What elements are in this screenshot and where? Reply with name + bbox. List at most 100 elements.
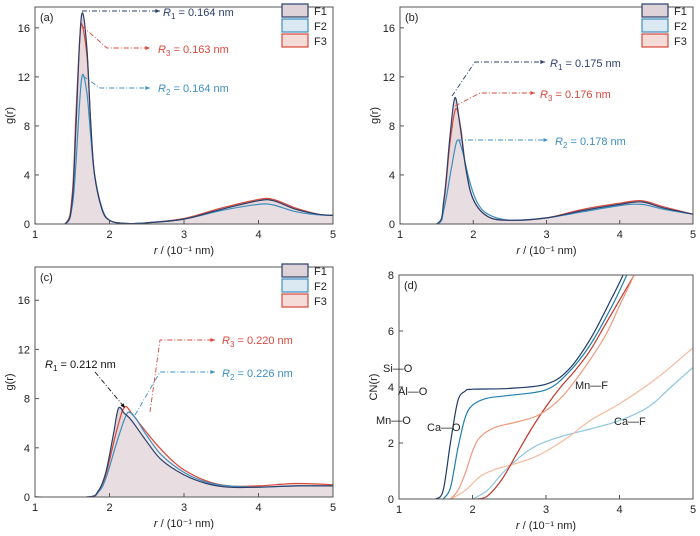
series-fill-F3 — [400, 108, 693, 224]
y-tick-label: 0 — [24, 492, 30, 504]
legend-entry: F2 — [314, 21, 327, 33]
series-label: Ca—O — [427, 422, 461, 434]
arrowhead-icon — [543, 138, 548, 142]
peak-annotation: R2 = 0.178 nm — [458, 136, 626, 150]
x-axis-unit: / (10⁻¹ nm) — [158, 245, 215, 257]
y-tick-label: 8 — [389, 121, 395, 133]
x-tick-label: 2 — [106, 229, 112, 241]
legend-swatch — [281, 278, 309, 293]
y-tick-label: 8 — [24, 394, 30, 406]
annotation-subscript: 3 — [548, 94, 553, 103]
legend-entry: F2 — [314, 281, 327, 293]
legend-swatch — [281, 3, 309, 18]
y-tick-label: 16 — [383, 23, 395, 35]
series-line-F1 — [35, 12, 333, 224]
annotation-value: = 0.164 nm — [175, 7, 233, 19]
annotation-value: = 0.163 nm — [170, 44, 228, 56]
annotation-text: R3 = 0.220 nm — [222, 335, 293, 349]
y-tick-label: 0 — [389, 219, 395, 231]
y-axis-label: g(r) — [4, 107, 16, 124]
x-tick-label: 1 — [32, 502, 38, 514]
series-line-CaF — [472, 366, 693, 499]
annotation-subscript: 1 — [53, 364, 58, 373]
arrowhead-icon — [530, 91, 535, 95]
y-axis-label: g(r) — [369, 107, 381, 124]
panel-d: 1 2 3 4 5 0 2 4 6 8 (d) r / (10⁻¹ nm) CN(r)Si—O Al—O M… — [368, 270, 696, 532]
peak-annotation: R3 = 0.220 nm — [149, 335, 293, 413]
x-tick-label: 3 — [181, 502, 187, 514]
annotation-symbol: R — [158, 83, 166, 95]
panel-label: (c) — [40, 272, 53, 284]
annotation-subscript: 1 — [171, 12, 176, 21]
legend-entry: F3 — [314, 36, 327, 48]
x-tick-label: 2 — [470, 229, 476, 241]
annotation-symbol: R — [222, 368, 230, 380]
y-tick-label: 16 — [18, 23, 30, 35]
x-tick-label: 2 — [469, 504, 475, 516]
series-fill-F1 — [35, 407, 333, 497]
y-tick-label: 4 — [24, 443, 30, 455]
y-tick-label: 8 — [388, 270, 394, 282]
x-tick-label: 4 — [255, 229, 261, 241]
x-tick-label: 5 — [690, 229, 696, 241]
arrowhead-icon — [540, 60, 545, 64]
series-line-MnF — [450, 347, 693, 499]
peak-annotation: R2 = 0.226 nm — [134, 368, 293, 416]
panel-label: (d) — [404, 280, 417, 292]
arrowhead-icon — [155, 9, 160, 13]
annotation-text: R1 = 0.164 nm — [163, 7, 234, 21]
x-tick-label: 3 — [543, 504, 549, 516]
y-tick-label: 12 — [383, 72, 395, 84]
x-tick-label: 5 — [690, 504, 696, 516]
plot-area — [435, 275, 693, 499]
annotation-value: = 0.178 nm — [567, 136, 625, 148]
annotation-text: R2 = 0.164 nm — [158, 83, 229, 97]
annotation-text: R2 = 0.178 nm — [555, 136, 626, 150]
annotation-subscript: 3 — [230, 340, 235, 349]
annotation-value: = 0.176 nm — [552, 89, 610, 101]
legend-swatch — [641, 18, 669, 33]
y-tick-label: 4 — [24, 170, 30, 182]
annotation-value: = 0.164 nm — [170, 83, 228, 95]
annotation-leader — [134, 371, 215, 416]
panel-label: (b) — [405, 12, 418, 24]
y-tick-label: 6 — [388, 326, 394, 338]
annotation-leader — [81, 25, 150, 49]
x-tick-label: 4 — [616, 504, 622, 516]
peak-annotation: R2 = 0.164 nm — [82, 75, 229, 97]
annotation-symbol: R — [158, 44, 166, 56]
x-axis-label: r / (10⁻¹ nm) — [154, 245, 214, 257]
x-tick-label: 3 — [181, 229, 187, 241]
annotation-text: R2 = 0.226 nm — [222, 368, 293, 382]
annotation-leader — [94, 371, 126, 409]
y-axis-label: g(r) — [4, 373, 16, 390]
annotation-subscript: 2 — [166, 88, 171, 97]
peak-annotation: R1 = 0.175 nm — [451, 58, 621, 97]
series-fill-F3 — [35, 406, 333, 497]
series-line-F1 — [35, 406, 333, 497]
x-tick-label: 4 — [255, 502, 261, 514]
legend-entry: F3 — [674, 36, 687, 48]
legend-entry: F1 — [314, 6, 327, 18]
annotation-symbol: R — [163, 7, 171, 19]
peak-annotation: R3 = 0.163 nm — [81, 25, 229, 58]
legend-entry: F3 — [314, 296, 327, 308]
y-tick-label: 16 — [18, 295, 30, 307]
series-label: Si—O — [383, 363, 413, 375]
legend-entry: F1 — [314, 266, 327, 278]
series-fill-F2 — [400, 139, 693, 224]
annotation-value: = 0.175 nm — [562, 58, 620, 70]
annotation-subscript: 2 — [230, 373, 235, 382]
series-label: Mn—F — [575, 380, 608, 392]
y-axis-label: CN(r) — [368, 374, 380, 401]
series-line-AlO — [442, 275, 628, 499]
arrowhead-icon — [210, 338, 215, 342]
series-fill-F2 — [35, 412, 333, 497]
arrowhead-icon — [210, 370, 215, 374]
series-fill-F1 — [400, 97, 693, 224]
annotation-leader — [451, 61, 545, 97]
series-line-CaO — [476, 275, 635, 499]
annotation-text: R3 = 0.176 nm — [540, 89, 611, 103]
